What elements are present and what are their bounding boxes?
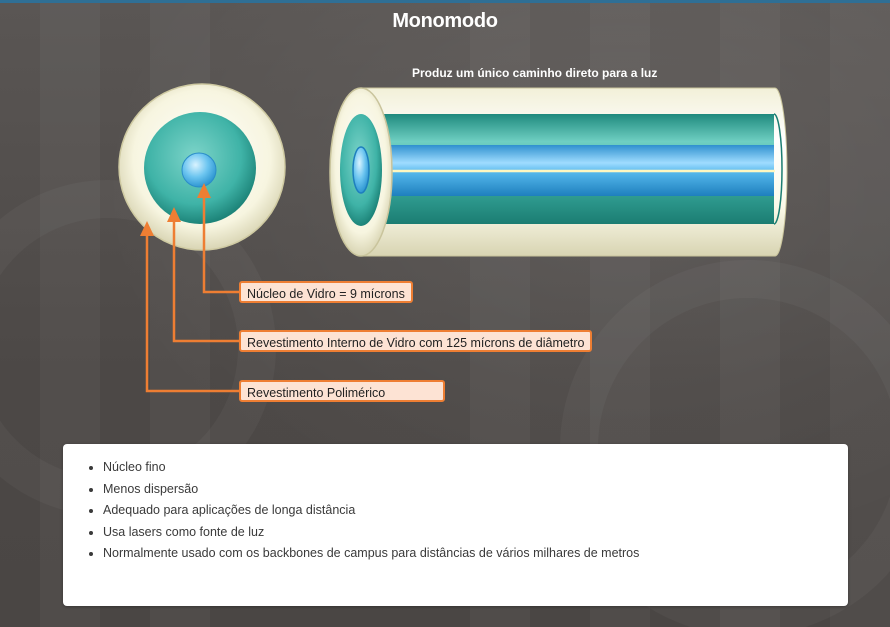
core-callout: Núcleo de Vidro = 9 mícrons xyxy=(239,281,413,303)
callout-arrowheads xyxy=(140,183,211,236)
page-title: Monomodo xyxy=(392,10,498,32)
cylinder-end xyxy=(773,113,783,225)
notes-panel: Núcleo fino Menos dispersão Adequado par… xyxy=(63,444,848,606)
notes-list: Núcleo fino Menos dispersão Adequado par… xyxy=(87,458,828,563)
fiber-subtitle: Produz um único caminho direto para a lu… xyxy=(412,66,658,80)
cross-section xyxy=(118,83,286,251)
fiber-cylinder xyxy=(329,87,788,257)
cylinder-face-core xyxy=(352,146,370,194)
list-item: Normalmente usado com os backbones de ca… xyxy=(103,544,828,563)
cladding-callout: Revestimento Interno de Vidro com 125 mí… xyxy=(239,330,593,352)
cladding-arrow-icon xyxy=(167,207,181,222)
coating-leader-line xyxy=(145,232,239,393)
coating-arrow-icon xyxy=(140,221,154,236)
list-item: Menos dispersão xyxy=(103,480,828,499)
list-item: Núcleo fino xyxy=(103,458,828,477)
callout-leaders xyxy=(145,194,239,393)
coating-callout: Revestimento Polimérico xyxy=(239,380,445,402)
top-accent-line xyxy=(0,0,890,3)
list-item: Usa lasers como fonte de luz xyxy=(103,523,828,542)
core-arrow-icon xyxy=(197,183,211,198)
core-circle xyxy=(181,152,217,188)
core-leader-line xyxy=(202,194,239,294)
cladding-leader-line xyxy=(172,218,239,343)
fiber-diagram xyxy=(118,83,788,393)
list-item: Adequado para aplicações de longa distân… xyxy=(103,501,828,520)
